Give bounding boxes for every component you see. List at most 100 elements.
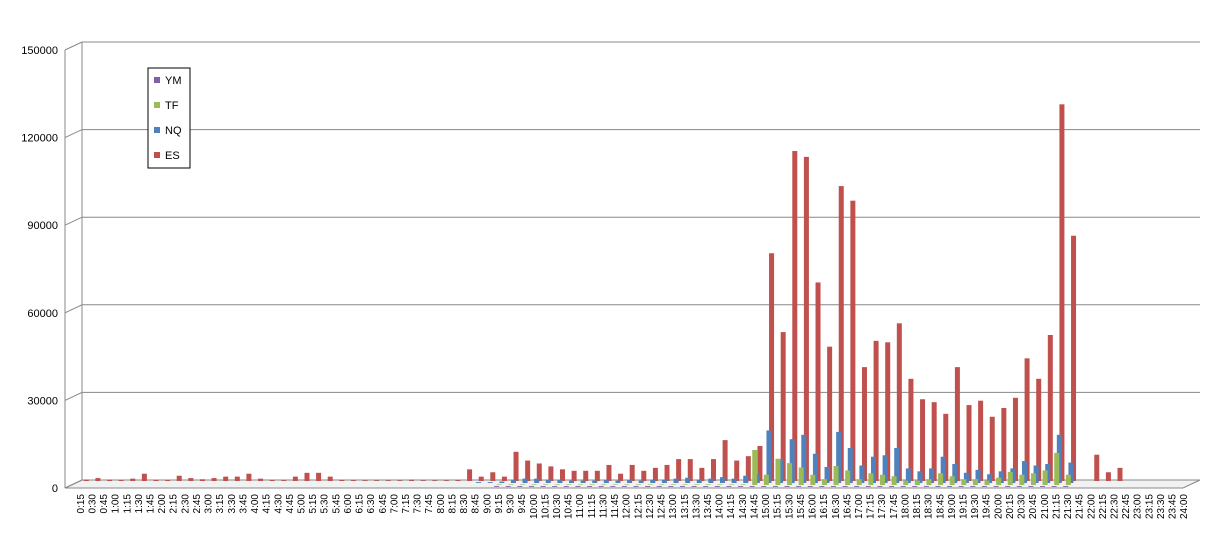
x-tick-label: 2:45 xyxy=(192,494,203,514)
bar xyxy=(912,486,918,487)
bar xyxy=(722,440,728,481)
bar xyxy=(943,413,949,481)
x-tick-label: 3:00 xyxy=(204,494,215,514)
y-tick-label: 60000 xyxy=(27,308,58,320)
bar xyxy=(659,484,665,485)
bar xyxy=(601,484,607,485)
bar xyxy=(923,486,929,487)
bar xyxy=(1021,461,1027,483)
bar xyxy=(165,480,171,481)
bar xyxy=(772,486,778,487)
bar xyxy=(682,484,688,485)
bar xyxy=(743,475,749,483)
grid-line xyxy=(64,391,1200,401)
x-tick-label: 20:15 xyxy=(1005,494,1016,519)
bar xyxy=(362,480,368,481)
x-tick-label: 9:15 xyxy=(494,494,505,514)
x-tick-label: 2:00 xyxy=(157,494,168,514)
x-tick-label: 14:45 xyxy=(749,494,760,519)
grid-line xyxy=(64,304,1200,314)
bar xyxy=(830,486,836,487)
bar xyxy=(656,486,662,487)
bar xyxy=(993,486,999,487)
bar xyxy=(1059,104,1065,481)
bar xyxy=(304,472,310,481)
x-tick-label: 5:00 xyxy=(296,494,307,514)
bar xyxy=(731,478,737,483)
bar xyxy=(676,459,682,481)
bar xyxy=(1033,465,1039,483)
bar xyxy=(1001,408,1007,481)
x-tick-label: 10:45 xyxy=(564,494,575,519)
x-tick-label: 23:30 xyxy=(1156,494,1167,519)
x-tick-label: 9:45 xyxy=(517,494,528,514)
bar xyxy=(896,323,902,481)
bar xyxy=(679,486,685,487)
bar xyxy=(569,480,575,483)
bar xyxy=(589,484,595,485)
bar xyxy=(510,480,516,483)
x-tick-label: 13:30 xyxy=(691,494,702,519)
bar xyxy=(998,471,1004,483)
y-tick-label: 150000 xyxy=(21,45,58,57)
bar xyxy=(525,460,531,481)
x-tick-label: 6:30 xyxy=(366,494,377,514)
bar xyxy=(603,480,609,483)
bar xyxy=(836,431,842,483)
bar xyxy=(1068,462,1074,483)
bar xyxy=(517,486,523,487)
bar xyxy=(501,476,507,481)
x-tick-label: 22:30 xyxy=(1110,494,1121,519)
x-tick-label: 20:00 xyxy=(993,494,1004,519)
bar xyxy=(1010,468,1016,483)
bar xyxy=(566,484,572,485)
bar xyxy=(1007,471,1013,485)
x-tick-label: 18:45 xyxy=(935,494,946,519)
bar xyxy=(592,480,598,483)
bar xyxy=(494,486,500,487)
bar xyxy=(580,480,586,483)
bar xyxy=(824,466,830,483)
x-tick-label: 19:00 xyxy=(947,494,958,519)
x-tick-label: 1:00 xyxy=(111,494,122,514)
bar xyxy=(784,486,790,487)
x-tick-label: 0:45 xyxy=(99,494,110,514)
bar xyxy=(1012,397,1018,481)
bar xyxy=(1056,434,1062,483)
x-tick-label: 7:15 xyxy=(401,494,412,514)
bar xyxy=(281,480,287,481)
bar xyxy=(1042,470,1048,485)
legend-label: NQ xyxy=(165,125,182,137)
bar xyxy=(1063,486,1069,487)
bar xyxy=(1065,474,1071,485)
x-tick-label: 17:45 xyxy=(889,494,900,519)
bar xyxy=(476,482,482,483)
bar xyxy=(118,480,124,481)
bar xyxy=(740,484,746,485)
x-tick-label: 20:45 xyxy=(1028,494,1039,519)
bar xyxy=(796,486,802,487)
bar xyxy=(766,430,772,483)
grid-line xyxy=(64,41,1200,51)
bar xyxy=(557,480,563,483)
bar xyxy=(873,340,879,481)
bar xyxy=(792,151,798,482)
bar xyxy=(1040,486,1046,487)
bar xyxy=(575,486,581,487)
bar xyxy=(954,367,960,481)
bar xyxy=(847,447,853,483)
bar xyxy=(519,484,525,485)
x-tick-label: 21:30 xyxy=(1063,494,1074,519)
bar xyxy=(505,486,511,487)
bar xyxy=(636,484,642,485)
bar xyxy=(339,479,345,481)
bar xyxy=(984,480,990,485)
bar xyxy=(543,484,549,485)
bar xyxy=(1019,474,1025,485)
x-tick-label: 14:15 xyxy=(726,494,737,519)
x-tick-label: 14:30 xyxy=(738,494,749,519)
bar xyxy=(316,472,322,481)
y-tick-label: 0 xyxy=(52,483,58,495)
bar xyxy=(810,474,816,485)
